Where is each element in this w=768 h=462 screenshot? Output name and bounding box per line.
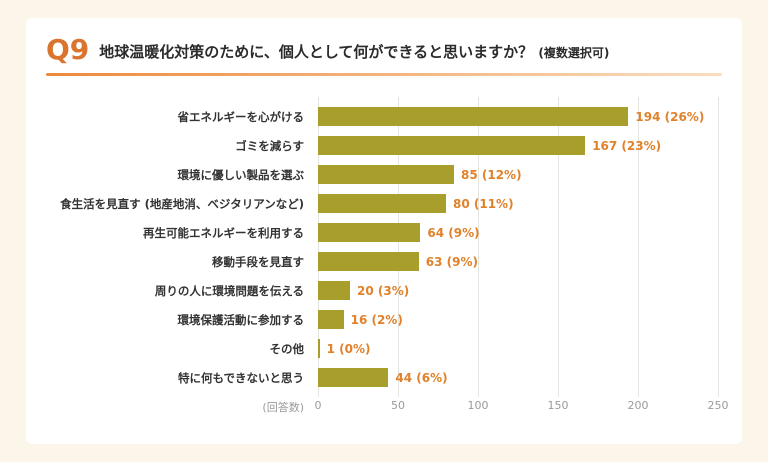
bar-row: 省エネルギーを心がける 194 (26%): [46, 102, 722, 131]
value-label: 20 (3%): [357, 283, 410, 298]
bar-row: ゴミを減らす 167 (23%): [46, 131, 722, 160]
bar: [318, 223, 421, 242]
value-label: 16 (2%): [350, 312, 403, 327]
gridline: [398, 97, 399, 397]
value-label: 85 (12%): [461, 167, 522, 182]
survey-result-card: Q9 地球温暖化対策のために、個人として何ができると思いますか？ (複数選択可)…: [26, 18, 742, 444]
chart-x-axis: (回答数) 0 50 100 150 200 250: [46, 397, 728, 421]
bar-row: 周りの人に環境問題を伝える 20 (3%): [46, 276, 722, 305]
bar-track: 167 (23%): [318, 131, 722, 160]
question-number: Q9: [46, 33, 90, 66]
bar: [318, 339, 320, 358]
axis-tick-label: 0: [314, 399, 322, 412]
axis-tick-label: 50: [391, 399, 405, 412]
category-label: 環境保護活動に参加する: [177, 312, 305, 327]
bar-track: 1 (0%): [318, 334, 722, 363]
title-underline-rule: [46, 73, 722, 76]
bar-track: 20 (3%): [318, 276, 722, 305]
value-label: 80 (11%): [453, 196, 514, 211]
bar-track: 16 (2%): [318, 305, 722, 334]
bar-row: 特に何もできないと思う 44 (6%): [46, 363, 722, 392]
bar-row: 環境保護活動に参加する 16 (2%): [46, 305, 722, 334]
chart-gridlines: [46, 97, 722, 397]
category-label: 再生可能エネルギーを利用する: [143, 225, 304, 240]
gridline: [638, 97, 639, 397]
question-title-note: (複数選択可): [538, 46, 610, 60]
bar-track: 194 (26%): [318, 102, 722, 131]
bar-row: その他 1 (0%): [46, 334, 722, 363]
value-label: 64 (9%): [427, 225, 480, 240]
question-title: 地球温暖化対策のために、個人として何ができると思いますか？ (複数選択可): [99, 43, 609, 64]
bar-track: 85 (12%): [318, 160, 722, 189]
value-label: 1 (0%): [326, 341, 371, 356]
value-label: 167 (23%): [592, 138, 662, 153]
value-label: 194 (26%): [635, 109, 705, 124]
gridline: [478, 97, 479, 397]
bar-row: 環境に優しい製品を選ぶ 85 (12%): [46, 160, 722, 189]
bar-row: 再生可能エネルギーを利用する 64 (9%): [46, 218, 722, 247]
bar-track: 64 (9%): [318, 218, 722, 247]
category-label: その他: [269, 341, 305, 356]
category-label: 食生活を見直す (地産地消、ベジタリアンなど): [60, 196, 304, 211]
bar-track: 44 (6%): [318, 363, 722, 392]
category-label: ゴミを減らす: [235, 138, 304, 153]
bar: [318, 368, 389, 387]
category-label: 移動手段を見直す: [212, 254, 304, 269]
axis-tick-label: 200: [627, 399, 649, 412]
bar-track: 80 (11%): [318, 189, 722, 218]
bar: [318, 107, 629, 126]
bar: [318, 281, 350, 300]
bar: [318, 165, 454, 184]
gridline: [558, 97, 559, 397]
gridline: [718, 97, 719, 397]
chart-rows: 省エネルギーを心がける 194 (26%) ゴミを減らす 167 (23%) 環境に優し…: [46, 102, 722, 392]
value-label: 44 (6%): [395, 370, 448, 385]
question-header: Q9 地球温暖化対策のために、個人として何ができると思いますか？ (複数選択可): [46, 36, 722, 64]
axis-tick-label: 250: [707, 399, 729, 412]
bar: [318, 310, 344, 329]
bar: [318, 136, 586, 155]
bar-track: 63 (9%): [318, 247, 722, 276]
category-label: 特に何もできないと思う: [177, 370, 304, 385]
horizontal-bar-chart: 省エネルギーを心がける 194 (26%) ゴミを減らす 167 (23%) 環境に優し…: [46, 97, 729, 421]
gridline: [318, 97, 319, 397]
axis-caption: (回答数): [262, 401, 304, 414]
category-label: 周りの人に環境問題を伝える: [154, 283, 304, 298]
category-label: 環境に優しい製品を選ぶ: [177, 167, 305, 182]
bar: [318, 194, 446, 213]
axis-tick-label: 100: [467, 399, 489, 412]
bar-row: 食生活を見直す (地産地消、ベジタリアンなど) 80 (11%): [46, 189, 722, 218]
bar: [318, 252, 419, 271]
question-title-text: 地球温暖化対策のために、個人として何ができると思いますか？: [99, 43, 534, 61]
bar-row: 移動手段を見直す 63 (9%): [46, 247, 722, 276]
value-label: 63 (9%): [425, 254, 479, 269]
axis-tick-label: 150: [547, 399, 569, 412]
category-label: 省エネルギーを心がける: [177, 109, 305, 124]
